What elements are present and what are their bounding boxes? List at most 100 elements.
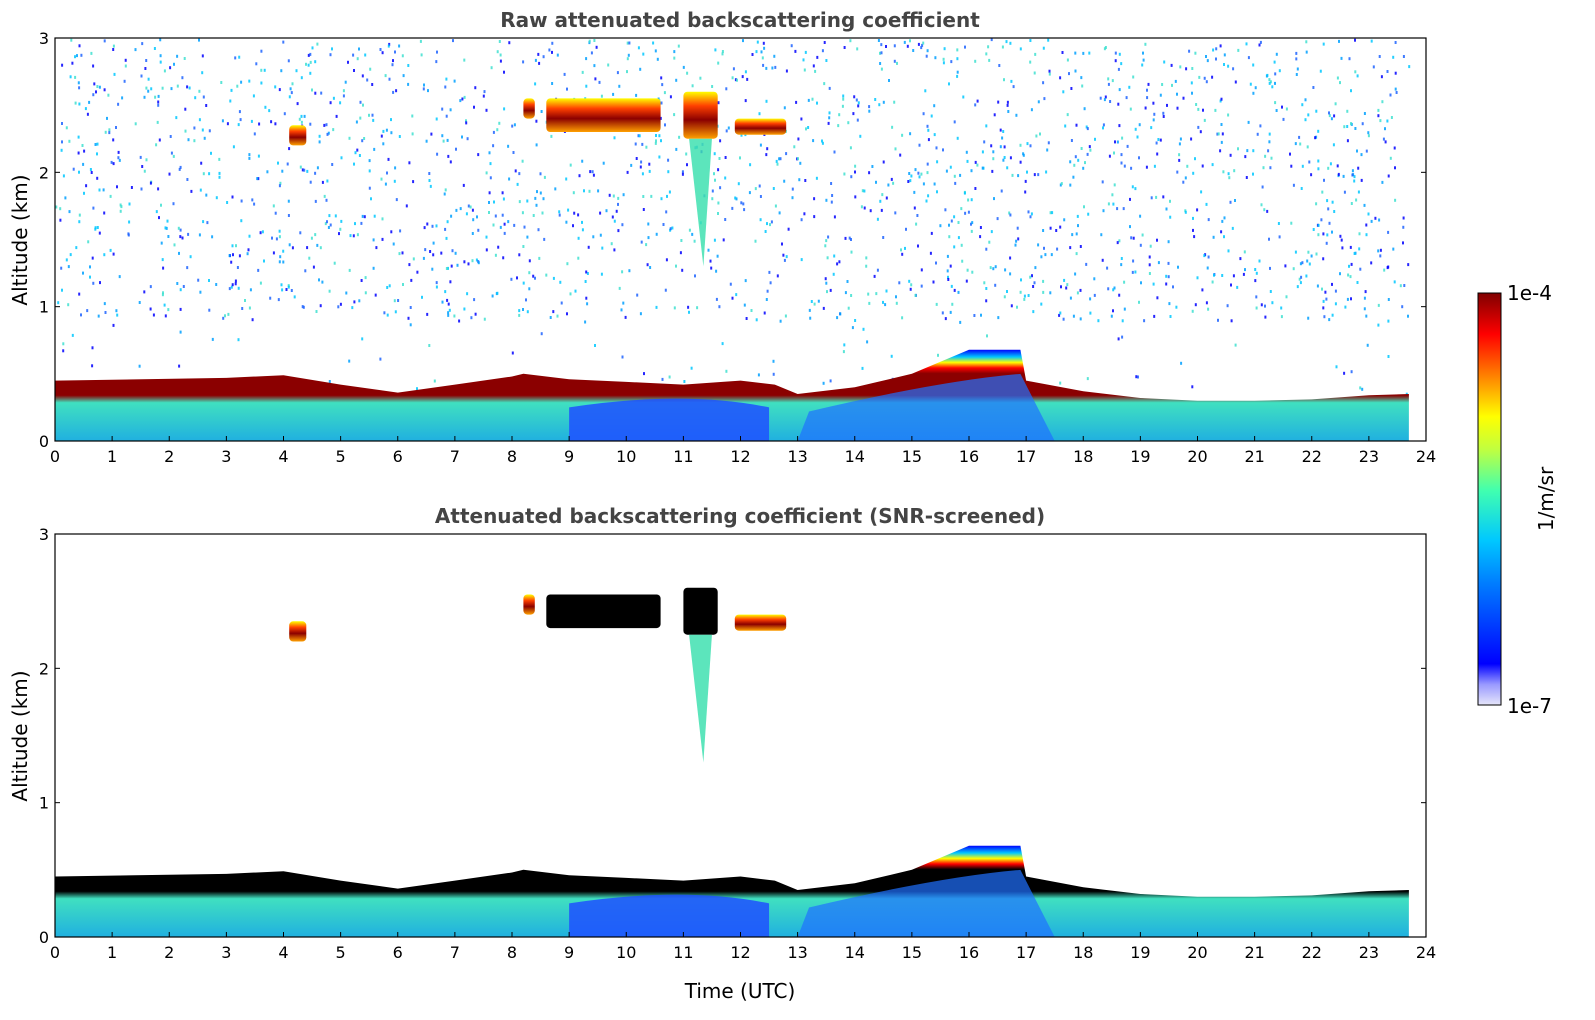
- noise-pixel: [970, 229, 973, 233]
- noise-pixel: [592, 235, 595, 239]
- noise-pixel: [956, 48, 959, 52]
- noise-pixel: [1174, 79, 1177, 83]
- noise-pixel: [1346, 139, 1349, 143]
- noise-pixel: [329, 53, 332, 57]
- noise-pixel: [220, 81, 223, 84]
- noise-pixel: [1086, 152, 1089, 156]
- noise-pixel: [1003, 156, 1006, 159]
- noise-pixel: [323, 194, 326, 198]
- colorbar-gradient: [1477, 292, 1502, 706]
- noise-pixel: [181, 76, 184, 80]
- noise-pixel: [511, 351, 514, 355]
- noise-pixel: [328, 380, 331, 383]
- noise-pixel: [1011, 173, 1014, 177]
- noise-pixel: [1372, 65, 1375, 69]
- noise-pixel: [1387, 355, 1390, 358]
- noise-pixel: [612, 92, 615, 96]
- noise-pixel: [1032, 310, 1035, 314]
- noise-pixel: [300, 76, 303, 80]
- noise-pixel: [1191, 91, 1193, 95]
- noise-pixel: [1148, 272, 1151, 275]
- noise-pixel: [1131, 185, 1134, 189]
- noise-pixel: [518, 253, 521, 257]
- noise-pixel: [488, 211, 490, 214]
- noise-pixel: [641, 172, 644, 176]
- y-tick-label: 0: [39, 928, 49, 947]
- noise-pixel: [422, 256, 425, 260]
- noise-pixel: [1060, 285, 1062, 289]
- noise-pixel: [1134, 187, 1137, 191]
- noise-pixel: [865, 256, 868, 260]
- noise-pixel: [1089, 148, 1092, 152]
- noise-pixel: [1274, 101, 1277, 105]
- noise-pixel: [628, 269, 631, 273]
- noise-pixel: [1077, 224, 1079, 228]
- noise-pixel: [139, 155, 142, 159]
- noise-pixel: [843, 172, 846, 176]
- noise-pixel: [1201, 164, 1204, 168]
- noise-pixel: [622, 301, 625, 305]
- noise-pixel: [143, 95, 146, 99]
- noise-pixel: [773, 54, 776, 58]
- noise-pixel: [103, 302, 106, 306]
- noise-pixel: [339, 101, 342, 105]
- noise-pixel: [1299, 262, 1302, 266]
- noise-pixel: [1032, 285, 1035, 288]
- noise-pixel: [218, 175, 221, 179]
- noise-pixel: [116, 313, 119, 317]
- noise-pixel: [1185, 67, 1188, 71]
- noise-pixel: [1350, 297, 1352, 301]
- noise-pixel: [1232, 67, 1235, 71]
- noise-pixel: [422, 87, 425, 91]
- noise-pixel: [94, 143, 97, 146]
- cloud-layer: [734, 118, 787, 135]
- noise-pixel: [1363, 296, 1366, 300]
- noise-pixel: [432, 253, 435, 257]
- noise-pixel: [493, 200, 495, 204]
- noise-pixel: [362, 103, 364, 107]
- noise-pixel: [1162, 195, 1165, 199]
- noise-pixel: [447, 154, 450, 158]
- noise-pixel: [1002, 158, 1005, 162]
- noise-pixel: [1165, 282, 1168, 286]
- noise-pixel: [735, 197, 738, 201]
- noise-pixel: [1336, 164, 1339, 168]
- x-tick-label: 15: [902, 943, 922, 962]
- noise-pixel: [1219, 149, 1222, 153]
- noise-pixel: [895, 301, 898, 305]
- noise-pixel: [613, 248, 616, 252]
- noise-pixel: [1016, 226, 1019, 230]
- virga-streak: [689, 138, 712, 267]
- noise-pixel: [719, 186, 722, 190]
- noise-pixel: [1146, 96, 1149, 100]
- noise-pixel: [1169, 215, 1172, 219]
- noise-pixel: [714, 48, 717, 52]
- noise-pixel: [743, 303, 746, 307]
- noise-pixel: [1019, 160, 1022, 164]
- noise-pixel: [1307, 316, 1310, 320]
- noise-pixel: [118, 158, 121, 162]
- noise-pixel: [1157, 138, 1160, 141]
- noise-pixel: [157, 187, 160, 191]
- x-tick-label: 9: [564, 447, 574, 466]
- noise-pixel: [92, 281, 95, 285]
- noise-pixel: [1093, 293, 1096, 297]
- noise-pixel: [1317, 167, 1320, 171]
- noise-pixel: [1367, 131, 1370, 135]
- noise-pixel: [711, 197, 714, 201]
- noise-pixel: [256, 177, 259, 181]
- noise-pixel: [1037, 243, 1040, 247]
- noise-pixel: [503, 70, 505, 74]
- noise-pixel: [908, 279, 911, 283]
- noise-pixel: [249, 288, 252, 292]
- noise-pixel: [435, 281, 438, 285]
- noise-pixel: [927, 194, 930, 198]
- noise-pixel: [1137, 375, 1139, 379]
- noise-pixel: [442, 139, 445, 143]
- noise-pixel: [970, 222, 972, 226]
- noise-pixel: [65, 126, 68, 130]
- noise-pixel: [717, 212, 719, 215]
- noise-pixel: [408, 263, 411, 267]
- noise-pixel: [244, 299, 246, 302]
- noise-pixel: [797, 157, 799, 161]
